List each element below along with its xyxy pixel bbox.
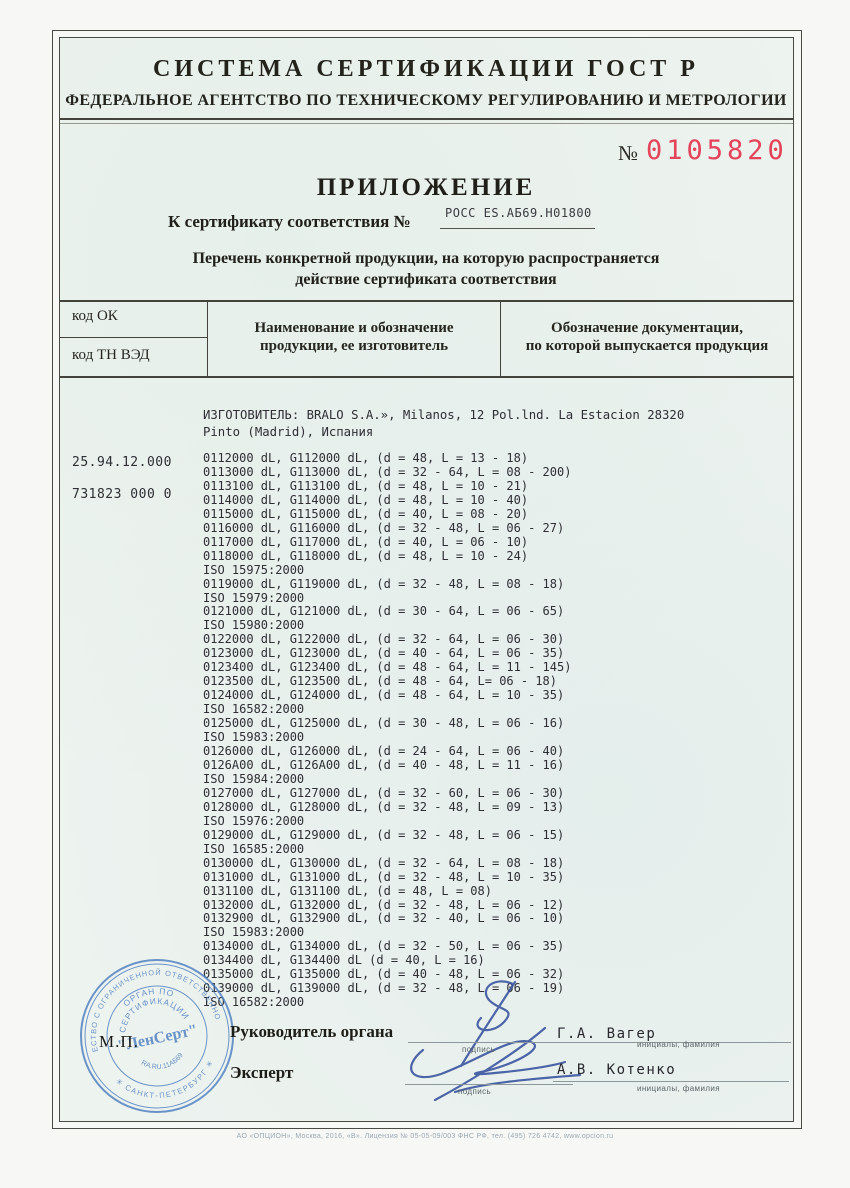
expert-name: А.В. Котенко	[557, 1062, 677, 1078]
head-name: Г.А. Вагер	[557, 1026, 657, 1042]
signature-stroke-1	[459, 980, 517, 1068]
product-line: ISO 15984:2000	[203, 771, 305, 786]
code-tnved-value: 731823 000 0	[72, 487, 172, 502]
product-line: 0123000 dL, G123000 dL, (d = 40 - 64, L …	[203, 646, 565, 661]
printer-footer: АО «ОПЦИОН», Москва, 2016, «В». Лицензия…	[236, 1133, 614, 1140]
product-line: 0139000 dL, G139000 dL, (d = 32 - 48, L …	[203, 981, 565, 996]
product-line: 0126A00 dL, G126A00 dL, (d = 40 - 48, L …	[203, 757, 565, 772]
product-line: 0113000 dL, G113000 dL, (d = 32 - 64, L …	[203, 464, 572, 479]
product-line: ISO 15983:2000	[203, 925, 305, 940]
product-line: 0119000 dL, G119000 dL, (d = 32 - 48, L …	[203, 576, 565, 591]
scope-description-line1: Перечень конкретной продукции, на котору…	[192, 250, 660, 267]
stamp-place-label: М.П.	[99, 1032, 139, 1051]
column-header-documentation-line2: по которой выпускается продукция	[525, 338, 769, 354]
product-line: 0122000 dL, G122000 dL, (d = 32 - 64, L …	[203, 632, 565, 647]
product-line: 0128000 dL, G128000 dL, (d = 32 - 48, L …	[203, 799, 565, 814]
product-line: 0112000 dL, G112000 dL, (d = 48, L = 13 …	[203, 451, 529, 465]
table-border-top	[60, 300, 793, 302]
product-line: 0127000 dL, G127000 dL, (d = 32 - 60, L …	[203, 785, 565, 800]
agency-subtitle: ФЕДЕРАЛЬНОЕ АГЕНТСТВО ПО ТЕХНИЧЕСКОМУ РЕ…	[65, 92, 787, 109]
outer-border-frame	[52, 30, 802, 1129]
column-header-product-name: Наименование и обозначение продукции, ее…	[212, 319, 496, 355]
head-of-body-label: Руководитель органа	[230, 1022, 394, 1041]
product-line: 0129000 dL, G129000 dL, (d = 32 - 48, L …	[203, 827, 565, 842]
certificate-number-underline	[440, 228, 595, 229]
stamp-second-circle	[84, 963, 230, 1109]
signature-caption-2: подпись	[458, 1087, 492, 1096]
product-line: 0117000 dL, G117000 dL, (d = 40, L = 06 …	[203, 534, 529, 549]
table-code-divider	[60, 337, 207, 338]
stamp-reg-number: RA.RU.11АБ69	[139, 1051, 187, 1075]
manufacturer-info: ИЗГОТОВИТЕЛЬ: BRALO S.A.», Milanos, 12 P…	[203, 408, 685, 439]
product-line: ISO 15980:2000	[203, 618, 305, 633]
product-line: ISO 15979:2000	[203, 590, 305, 605]
product-line: ISO 16582:2000	[203, 702, 305, 717]
serial-number: 0105820	[646, 135, 788, 166]
product-line: ISO 15975:2000	[203, 562, 305, 577]
table-border-bottom	[60, 376, 793, 378]
column-header-product-name-line1: Наименование и обозначение	[254, 320, 454, 336]
svg-text:RA.RU.11АБ69: RA.RU.11АБ69	[139, 1051, 187, 1075]
product-line: 0124000 dL, G124000 dL, (d = 48 - 64, L …	[203, 688, 565, 703]
product-line: 0114000 dL, G114000 dL, (d = 48, L = 10 …	[203, 492, 529, 507]
product-line: ISO 16582:2000	[203, 995, 305, 1010]
product-line: 0131000 dL, G131000 dL, (d = 32 - 48, L …	[203, 869, 565, 884]
name-caption-2: инициалы, фамилия	[637, 1084, 720, 1093]
product-line: 0126000 dL, G126000 dL, (d = 24 - 64, L …	[203, 744, 565, 759]
product-line: ISO 15983:2000	[203, 730, 305, 745]
certificate-number-value: РОСС ES.АБ69.Н01800	[445, 206, 592, 220]
column-header-documentation: Обозначение документации, по которой вып…	[505, 319, 789, 355]
column-header-code-ok: код ОК	[72, 308, 118, 324]
product-line: 0115000 dL, G115000 dL, (d = 40, L = 08 …	[203, 506, 529, 521]
header-rule-thin	[60, 123, 793, 124]
stamp-outer-circle	[80, 959, 234, 1113]
table-divider-2	[500, 300, 501, 377]
product-line: 0125000 dL, G125000 dL, (d = 30 - 48, L …	[203, 716, 565, 731]
product-line: 0134400 dL, G134400 dL (d = 40, L = 16)	[203, 953, 485, 968]
product-line: 0131100 dL, G131100 dL, (d = 48, L = 08)	[203, 883, 492, 898]
product-line: 0123400 dL, G123400 dL, (d = 48 - 64, L …	[203, 660, 572, 675]
stamp-inner-circle	[106, 985, 208, 1087]
product-line: 0132000 dL, G132000 dL, (d = 32 - 48, L …	[203, 897, 565, 912]
product-line: 0116000 dL, G116000 dL, (d = 32 - 48, L …	[203, 520, 565, 535]
signature-line-1	[408, 1042, 573, 1043]
product-line: 0130000 dL, G130000 dL, (d = 32 - 64, L …	[203, 855, 565, 870]
handwritten-signatures	[410, 980, 582, 1102]
appendix-title: ПРИЛОЖЕНИЕ	[316, 174, 536, 201]
name-line-2	[553, 1081, 789, 1082]
serial-number-prefix: №	[618, 141, 639, 165]
product-line: ISO 15976:2000	[203, 813, 305, 828]
signature-line-2	[405, 1084, 573, 1085]
product-line: 0132900 dL, G132900 dL, (d = 32 - 40, L …	[203, 911, 565, 926]
table-divider-1	[207, 300, 208, 377]
column-header-product-name-line2: продукции, ее изготовитель	[259, 338, 449, 354]
inner-border-frame	[59, 37, 794, 1122]
header-rule-thick	[60, 118, 793, 120]
name-caption-1: инициалы, фамилия	[637, 1040, 720, 1049]
column-header-documentation-line1: Обозначение документации,	[551, 320, 743, 336]
product-line: 0134000 dL, G134000 dL, (d = 32 - 50, L …	[203, 939, 565, 954]
certification-org-stamp: ОБЩЕСТВО С ОГРАНИЧЕННОЙ ОТВЕТСТВЕННОСТЬЮ…	[62, 941, 234, 1113]
product-line: ISO 16585:2000	[203, 841, 305, 856]
product-line: 0121000 dL, G121000 dL, (d = 30 - 64, L …	[203, 604, 565, 619]
product-line: 0135000 dL, G135000 dL, (d = 40 - 48, L …	[203, 967, 565, 982]
column-header-code-tnved: код ТН ВЭД	[72, 347, 150, 363]
certificate-number-label: К сертификату соответствия №	[168, 212, 411, 231]
product-list: 0112000 dL, G112000 dL, (d = 48, L = 13 …	[203, 451, 572, 1010]
signature-stroke-2	[410, 1026, 582, 1102]
product-line: 0113100 dL, G113100 dL, (d = 48, L = 10 …	[203, 478, 529, 493]
product-line: 0118000 dL, G118000 dL, (d = 48, L = 10 …	[203, 548, 529, 563]
code-ok-value: 25.94.12.000	[72, 455, 172, 470]
signature-caption-1: подпись	[462, 1045, 496, 1054]
expert-label: Эксперт	[230, 1063, 294, 1082]
name-line-1	[553, 1042, 791, 1043]
system-title: СИСТЕМА СЕРТИФИКАЦИИ ГОСТ Р	[153, 56, 699, 82]
product-line: 0123500 dL, G123500 dL, (d = 48 - 64, L=…	[203, 674, 558, 689]
scope-description-line2: действие сертификата соответствия	[295, 271, 557, 288]
